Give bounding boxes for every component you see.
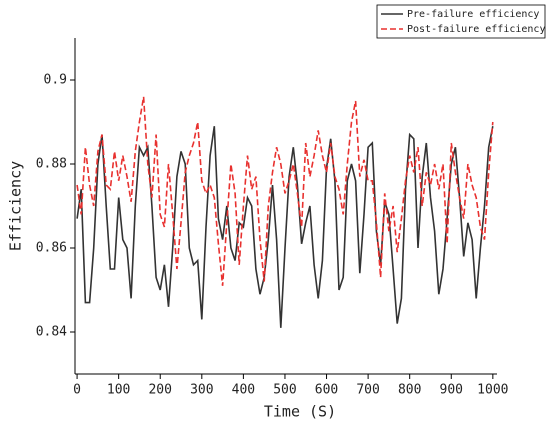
legend-label: Post-failure efficiency — [407, 24, 545, 35]
x-tick-label: 600 — [315, 383, 338, 398]
legend-box — [376, 4, 546, 39]
y-tick-label: 0.86 — [36, 241, 67, 256]
x-tick-label: 700 — [356, 383, 379, 398]
x-tick-label: 800 — [398, 383, 421, 398]
y-axis-label: Efficiency — [7, 161, 25, 251]
x-tick-label: 400 — [232, 383, 255, 398]
x-tick-label: 0 — [73, 383, 81, 398]
y-tick-label: 0.9 — [44, 73, 67, 88]
x-tick-label: 500 — [273, 383, 296, 398]
y-tick-label: 0.88 — [36, 157, 67, 172]
x-axis-label: Time (S) — [264, 403, 336, 421]
x-tick-label: 300 — [190, 383, 213, 398]
legend-label: Pre-failure efficiency — [407, 9, 539, 20]
series-line — [76, 126, 494, 328]
x-tick-label: 1000 — [477, 383, 508, 398]
y-tick-label: 0.84 — [36, 325, 67, 340]
x-tick-label: 900 — [440, 383, 463, 398]
x-tick-label: 200 — [148, 383, 171, 398]
x-tick-label: 100 — [107, 383, 130, 398]
series-line — [76, 96, 494, 286]
